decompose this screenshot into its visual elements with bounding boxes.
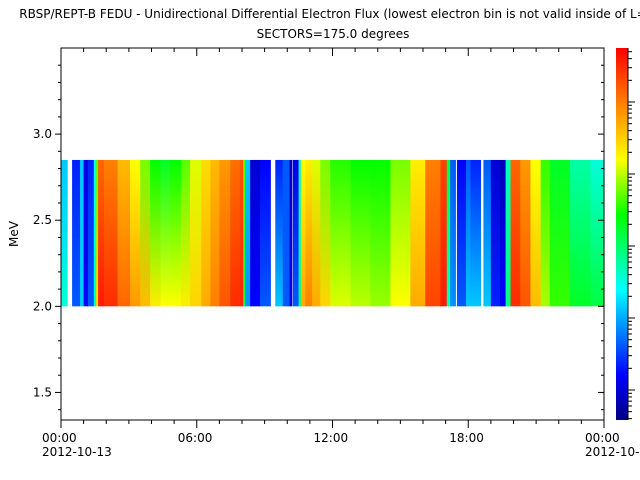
heatmap-cells <box>61 159 605 307</box>
heatmap-cell <box>140 159 151 307</box>
x-tick-label: 12:00 <box>314 431 349 445</box>
heatmap-cell <box>243 159 246 307</box>
heatmap-cell <box>245 159 251 307</box>
heatmap-cell <box>282 159 291 307</box>
heatmap-cell <box>390 159 411 307</box>
y-tick-label: 2.5 <box>33 213 52 227</box>
heatmap-cell <box>201 159 211 307</box>
x-tick-label: 00:00 <box>585 431 620 445</box>
heatmap-cell <box>465 159 472 307</box>
chart-subtitle: SECTORS=175.0 degrees <box>257 27 410 41</box>
heatmap-cell <box>305 159 313 307</box>
heatmap-cell <box>87 159 95 307</box>
heatmap-cell <box>446 159 451 307</box>
heatmap-cell <box>505 159 512 307</box>
heatmap-cell <box>96 159 99 307</box>
heatmap-cell <box>456 159 467 307</box>
heatmap-cell <box>180 159 191 307</box>
heatmap-cell <box>275 159 284 307</box>
heatmap-cell <box>470 159 482 307</box>
heatmap-cell <box>570 159 592 307</box>
heatmap-cell <box>410 159 426 307</box>
heatmap-cell <box>210 159 220 307</box>
heatmap-cell <box>292 159 300 307</box>
colorbar-gradient <box>616 48 628 420</box>
heatmap-cell <box>103 159 119 307</box>
heatmap-cell <box>219 159 231 307</box>
x-tick-date: 2012-10-14 <box>585 445 640 459</box>
heatmap-cell <box>590 159 605 307</box>
heatmap-cell <box>520 159 532 307</box>
heatmap-cell <box>370 159 392 307</box>
heatmap-cell <box>230 159 241 307</box>
heatmap-cell <box>540 159 551 307</box>
heatmap-cell <box>312 159 321 307</box>
y-tick-label: 3.0 <box>33 127 52 141</box>
heatmap-cell <box>189 159 202 307</box>
heatmap-cell <box>98 159 105 307</box>
heatmap-cell <box>80 159 85 307</box>
heatmap-cell <box>289 159 293 307</box>
heatmap-cell <box>425 159 442 307</box>
x-tick-label: 18:00 <box>449 431 484 445</box>
y-axis-label: MeV <box>7 220 21 247</box>
y-axis: 1.5 2.0 2.5 3.0 <box>33 64 604 411</box>
heatmap-cell <box>483 159 492 307</box>
heatmap-cell <box>530 159 542 307</box>
heatmap-cell <box>239 159 244 307</box>
heatmap-cell <box>93 159 97 307</box>
heatmap-cell <box>440 159 448 307</box>
colorbar <box>616 48 635 420</box>
heatmap-cell <box>510 159 521 307</box>
heatmap-cell <box>83 159 89 307</box>
x-tick-date: 2012-10-13 <box>42 445 112 459</box>
x-tick-label: 06:00 <box>178 431 213 445</box>
chart-title: RBSP/REPT-B FEDU - Unidirectional Differ… <box>19 7 640 21</box>
heatmap-cell <box>260 159 271 307</box>
heatmap-cell <box>117 159 131 307</box>
heatmap-cell <box>490 159 501 307</box>
heatmap-cell <box>130 159 141 307</box>
y-tick-label: 1.5 <box>33 385 52 399</box>
x-tick-label: 00:00 <box>42 431 77 445</box>
heatmap-cell <box>330 159 352 307</box>
heatmap-cell <box>320 159 331 307</box>
heatmap-cell <box>61 159 68 307</box>
heatmap-cell <box>170 159 182 307</box>
heatmap-cell <box>298 159 302 307</box>
heatmap-cell <box>350 159 371 307</box>
heatmap-cell <box>72 159 81 307</box>
heatmap-cell <box>450 159 456 307</box>
heatmap-cell <box>499 159 507 307</box>
heatmap-cell <box>150 159 162 307</box>
y-tick-label: 2.0 <box>33 299 52 313</box>
heatmap-cell <box>160 159 171 307</box>
heatmap-cell <box>250 159 261 307</box>
heatmap-cell <box>300 159 306 307</box>
heatmap-cell <box>549 159 571 307</box>
